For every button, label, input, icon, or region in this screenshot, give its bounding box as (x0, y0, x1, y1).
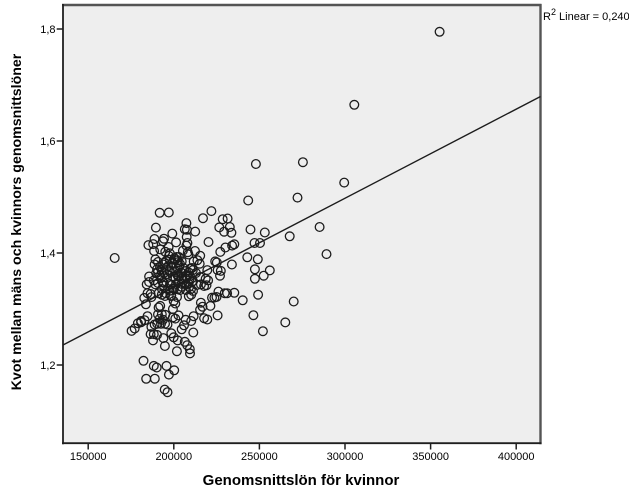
svg-text:R2 Linear = 0,240: R2 Linear = 0,240 (543, 7, 629, 23)
svg-text:150000: 150000 (70, 451, 107, 463)
svg-text:400000: 400000 (498, 451, 535, 463)
svg-text:200000: 200000 (155, 451, 192, 463)
svg-text:1,8: 1,8 (40, 24, 55, 36)
svg-text:1,6: 1,6 (40, 136, 55, 148)
svg-text:300000: 300000 (327, 451, 364, 463)
svg-text:Kvot mellan mäns och kvinnors: Kvot mellan mäns och kvinnors genomsnitt… (9, 53, 25, 390)
svg-text:350000: 350000 (412, 451, 449, 463)
svg-text:250000: 250000 (241, 451, 278, 463)
svg-text:1,2: 1,2 (40, 360, 55, 372)
svg-text:Genomsnittslön för kvinnor: Genomsnittslön för kvinnor (203, 472, 400, 489)
svg-text:1,4: 1,4 (40, 248, 55, 260)
